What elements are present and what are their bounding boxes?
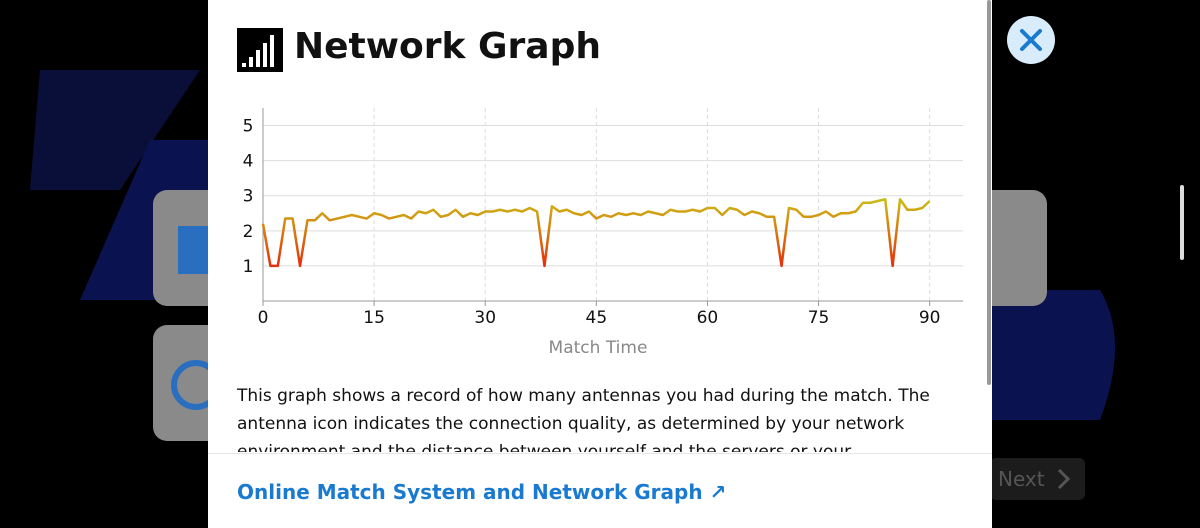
x-tick-label: 45 (586, 308, 608, 328)
y-tick-label: 1 (243, 257, 254, 277)
dialog-title: Network Graph (294, 26, 601, 67)
bg-shape (30, 70, 200, 190)
dialog: Network Graph 1 2 3 4 5 0 15 30 45 60 75 90 Match Ti… (208, 0, 992, 528)
scrollbar (987, 0, 991, 385)
chevron (1057, 468, 1071, 490)
next-label: Next (998, 467, 1045, 491)
bg-icon (178, 226, 208, 274)
x-tick-label: 60 (697, 308, 719, 328)
y-tick-label: 4 (243, 152, 254, 172)
data-line (261, 197, 931, 268)
x-tick-label: 75 (808, 308, 830, 328)
x-tick-label: 30 (474, 308, 496, 328)
signal-icon (237, 28, 283, 72)
y-tick-label: 2 (243, 222, 254, 242)
y-tick-label: 5 (243, 117, 254, 137)
x-tick-label: 90 (919, 308, 941, 328)
scrollbar (1180, 185, 1184, 260)
close-icon (1020, 29, 1042, 51)
description: This graph shows a record of how many an… (237, 386, 930, 452)
x-tick-label: 0 (258, 308, 269, 328)
x-tick-label: 15 (363, 308, 385, 328)
footer: Online Match System and Network Graph ↗ (208, 453, 992, 528)
help-link[interactable]: Online Match System and Network Graph ↗ (237, 480, 727, 504)
next-button[interactable]: Next (990, 458, 1085, 500)
bg-shape (990, 290, 1115, 420)
y-tick-label: 3 (243, 187, 254, 207)
x-axis-label: Match Time (549, 338, 648, 358)
